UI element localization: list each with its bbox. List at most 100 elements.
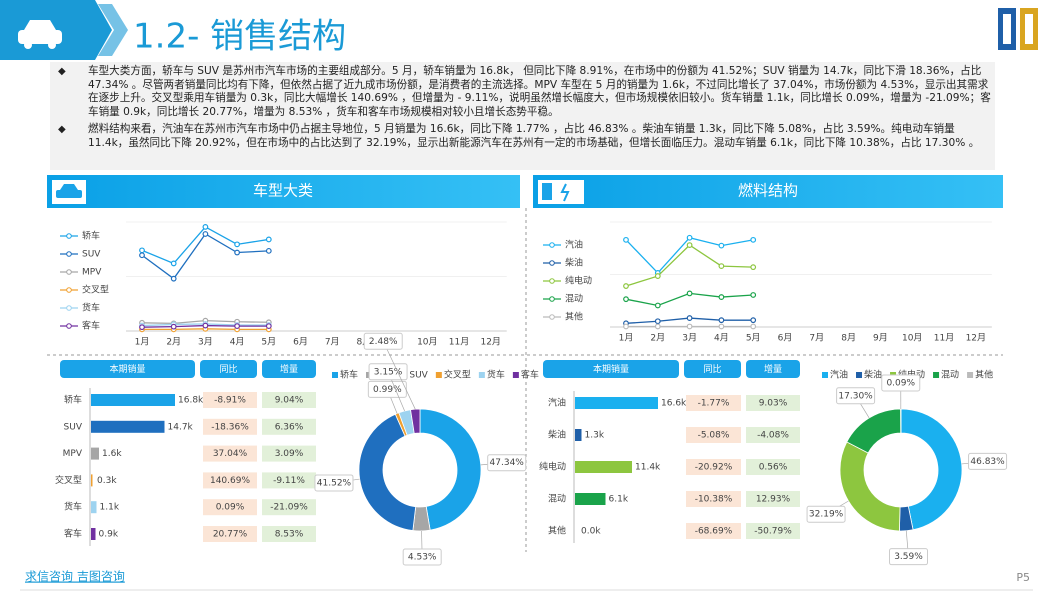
legend-label: 混动	[941, 370, 959, 381]
x-tick-label: 4月	[714, 333, 729, 344]
header-pill	[543, 360, 679, 378]
legend-label: 轿车	[340, 369, 358, 381]
delta-cell	[746, 523, 800, 539]
panel-header	[47, 175, 520, 208]
label-box	[806, 505, 846, 523]
x-tick-label: 7月	[809, 333, 824, 344]
delta-value: -50.79%	[754, 527, 792, 537]
point	[265, 247, 272, 254]
donut-slice	[419, 408, 482, 531]
point	[750, 236, 757, 243]
label-box	[487, 454, 527, 472]
point	[686, 290, 693, 297]
legend-swatch	[478, 372, 485, 378]
delta-cell	[262, 472, 316, 489]
legend-swatch	[332, 372, 338, 378]
point	[750, 264, 757, 271]
delta-cell	[262, 499, 316, 516]
yoy-value: -10.38%	[695, 495, 733, 505]
slice-label: 41.52%	[317, 478, 352, 488]
legend-label: 货车	[487, 369, 505, 381]
header-pill	[200, 360, 257, 378]
legend-label: MPV	[82, 268, 102, 278]
yoy-value: 140.69%	[210, 476, 250, 486]
delta-value: 3.09%	[275, 449, 304, 459]
legend-label: 客车	[521, 369, 539, 381]
page-title: 1.2- 销售结构	[133, 17, 346, 57]
yoy-value: -68.69%	[695, 527, 733, 537]
label-box	[836, 387, 876, 405]
footer-brand: 求信咨询 吉图咨询	[25, 569, 125, 584]
point	[170, 260, 177, 267]
legend-marker	[66, 323, 72, 329]
yoy-value: -8.91%	[214, 396, 246, 406]
header-pill	[262, 360, 316, 378]
panel-header	[533, 175, 1003, 208]
delta-value: -21.09%	[270, 503, 308, 513]
x-tick-label: 5月	[261, 337, 276, 348]
x-tick-label: 10月	[902, 333, 922, 344]
yoy-value: -1.77%	[698, 399, 730, 409]
point	[265, 236, 272, 243]
bar-label: 16.6k	[661, 399, 687, 409]
fuel-icon	[538, 180, 584, 204]
logo	[998, 8, 1038, 50]
header-label: 增量	[280, 363, 298, 375]
label-box	[314, 474, 354, 492]
point	[750, 323, 757, 330]
bar	[91, 528, 96, 540]
delta-cell	[262, 418, 316, 435]
delta-value: 12.93%	[756, 495, 791, 505]
bar	[91, 420, 165, 433]
x-tick-label: 2月	[166, 337, 181, 348]
bar	[91, 447, 99, 460]
bullet-box: 车型大类方面，轿车与 SUV 是苏州市汽车市场的主要组成部分。5 月，轿车销量为…	[50, 62, 995, 170]
point	[686, 315, 693, 321]
point	[718, 323, 725, 330]
delta-cell	[262, 445, 316, 462]
slice-label: 17.30%	[838, 391, 873, 401]
car-icon	[18, 20, 62, 49]
legend-label: SUV	[409, 371, 428, 381]
legend-label: 柴油	[864, 369, 882, 381]
donut-slice	[358, 413, 417, 532]
series-line	[141, 233, 269, 280]
point	[750, 292, 757, 298]
yoy-cell	[203, 392, 257, 408]
bar-label: 6.1k	[609, 495, 629, 505]
bar-label: 1.6k	[102, 449, 122, 459]
slice-label: 47.34%	[490, 458, 525, 468]
yoy-value: 0.09%	[216, 503, 245, 513]
yoy-cell	[686, 523, 741, 539]
delta-value: -4.08%	[757, 431, 789, 441]
legend-marker	[66, 233, 72, 239]
legend-swatch	[967, 372, 974, 378]
header-pill	[746, 360, 800, 378]
point	[234, 241, 241, 248]
legend-label: 交叉型	[444, 369, 471, 381]
donut-slice	[410, 408, 421, 434]
bar-label: 1.3k	[585, 431, 605, 441]
delta-cell	[746, 427, 800, 443]
yoy-cell	[203, 418, 257, 435]
legend-swatch	[512, 372, 519, 378]
panel-title: 车型大类	[253, 182, 313, 200]
x-tick-label: 11月	[934, 333, 954, 344]
point	[718, 317, 725, 324]
legend-label: 混动	[565, 294, 583, 305]
point	[139, 252, 145, 259]
label-box	[968, 452, 1008, 470]
x-tick-label: 8月	[841, 333, 856, 344]
x-tick-label: 7月	[325, 337, 340, 348]
label-box	[889, 548, 929, 566]
row-name: 其他	[548, 525, 566, 537]
bar-label: 14.7k	[168, 422, 194, 432]
yoy-cell	[686, 395, 741, 411]
legend-label: 纯电动	[565, 275, 592, 287]
row-name: 柴油	[548, 429, 566, 441]
header-label: 本期销量	[109, 363, 145, 375]
yoy-cell	[203, 499, 257, 516]
row-name: 轿车	[64, 394, 82, 406]
yoy-value: -18.36%	[211, 422, 249, 432]
